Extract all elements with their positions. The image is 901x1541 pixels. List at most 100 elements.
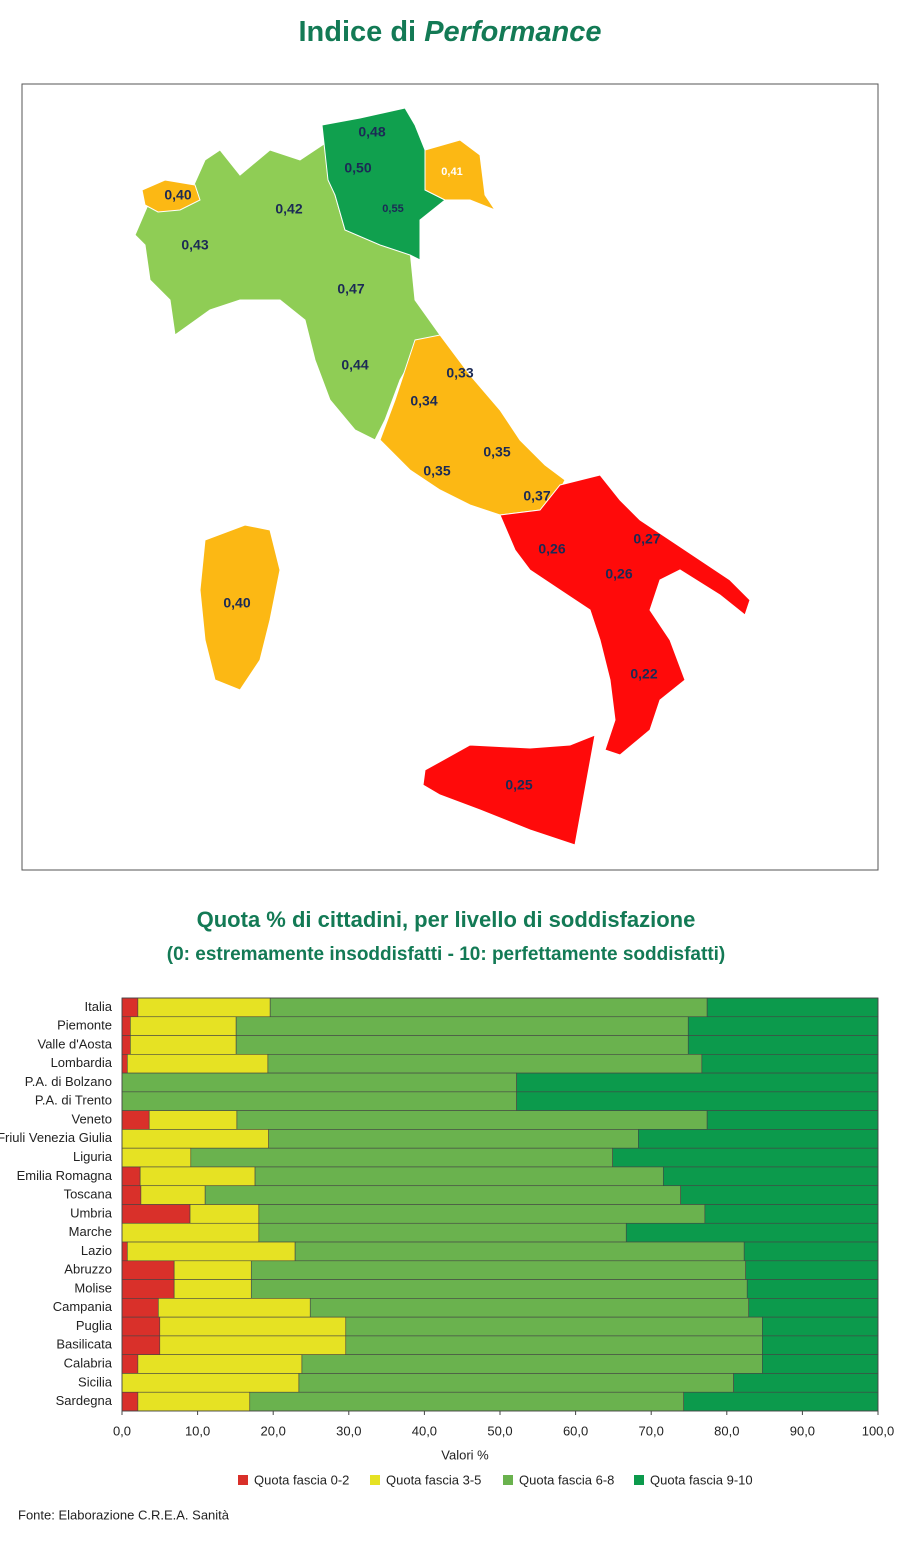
x-tick-label: 30,0 (336, 1423, 361, 1438)
bar-segment (121, 1091, 517, 1111)
bar-segment (235, 1035, 689, 1055)
bar-segment (625, 1222, 879, 1243)
x-tick-label: 60,0 (563, 1423, 588, 1438)
map-label: 0,25 (505, 777, 532, 793)
map-label: 0,26 (538, 541, 565, 557)
y-tick-label: Marche (69, 1224, 112, 1239)
map (134, 107, 751, 846)
map-label: 0,35 (483, 444, 510, 460)
bar-segment (762, 1354, 879, 1374)
bar-segment (268, 1129, 639, 1149)
map-label: 0,55 (382, 203, 403, 215)
x-tick-label: 0,0 (113, 1423, 131, 1438)
bar-segment (638, 1129, 879, 1149)
bar-segment (345, 1316, 763, 1337)
bar-segment (121, 1391, 139, 1412)
bar-segment (121, 1016, 131, 1036)
map-title-text: Indice di (298, 16, 416, 48)
bar-segment (121, 1298, 159, 1318)
bar-segment (516, 1072, 879, 1093)
map-label: 0,41 (441, 166, 462, 178)
source: Fonte: Elaborazione C.R.E.A. Sanità (18, 1507, 230, 1522)
bar-segment (250, 1279, 748, 1299)
bar-segment (267, 1054, 703, 1074)
bar-segment (706, 1110, 879, 1130)
map-label: 0,48 (358, 124, 385, 140)
x-tick-label: 40,0 (412, 1423, 437, 1438)
bar-segment (687, 1016, 879, 1036)
bar-segment (189, 1204, 260, 1224)
y-tick-label: Valle d'Aosta (37, 1036, 112, 1051)
y-tick-label: Calabria (64, 1356, 113, 1371)
bar-segment (258, 1204, 706, 1224)
map-label: 0,43 (181, 237, 208, 253)
bar-segment (121, 1316, 161, 1337)
bar-segment (612, 1147, 879, 1168)
legend-label: Quota fascia 3-5 (386, 1472, 481, 1487)
y-tick-label: Puglia (76, 1318, 113, 1333)
bar-segment (130, 1016, 237, 1036)
legend-swatch (503, 1475, 513, 1485)
bar-segment (121, 1204, 191, 1224)
y-tick-label: Liguria (73, 1149, 113, 1164)
map-title-italic: Performance (424, 16, 601, 48)
x-tick-label: 70,0 (639, 1423, 664, 1438)
bar-segment (662, 1166, 879, 1187)
region-sardinia (199, 524, 281, 691)
y-tick-label: Piemonte (57, 1018, 112, 1033)
bar-segment (687, 1035, 879, 1055)
y-tick-label: Basilicata (56, 1337, 112, 1352)
bar-segment (159, 1316, 347, 1337)
bar-segment (250, 1260, 747, 1280)
y-tick-label: P.A. di Trento (35, 1093, 112, 1108)
y-tick-label: Italia (85, 999, 113, 1014)
bar-segment (137, 1391, 251, 1412)
legend-swatch (634, 1475, 644, 1485)
x-axis-label: Valori % (441, 1447, 489, 1462)
x-tick-label: 80,0 (714, 1423, 739, 1438)
bar-segment (130, 1035, 237, 1055)
map-label: 0,35 (423, 463, 450, 479)
bar-segment (746, 1279, 879, 1299)
bar-segment (190, 1147, 613, 1168)
legend-swatch (370, 1475, 380, 1485)
bar-segment (298, 1373, 734, 1393)
bar-segment (733, 1373, 879, 1393)
legend-swatch (238, 1475, 248, 1485)
x-tick-label: 50,0 (487, 1423, 512, 1438)
bar-segment (309, 1298, 750, 1318)
bar-segment (140, 1185, 206, 1205)
bar-segment (121, 1241, 128, 1262)
bar-segment (683, 1391, 879, 1412)
y-tick-label: P.A. di Bolzano (25, 1074, 112, 1089)
y-tick-label: Emilia Romagna (17, 1168, 113, 1183)
x-tick-label: 90,0 (790, 1423, 815, 1438)
bar-segment (680, 1185, 879, 1205)
map-label: 0,44 (341, 357, 368, 373)
x-tick-label: 100,0 (862, 1423, 895, 1438)
legend-label: Quota fascia 9-10 (650, 1472, 753, 1487)
chart-subtitle: (0: estremamente insoddisfatti - 10: per… (167, 944, 726, 965)
bar-segment (121, 1373, 300, 1393)
bar-segment (121, 1129, 269, 1149)
bar-segment (121, 1185, 142, 1205)
bar-segment (121, 1072, 517, 1093)
bar-segment (121, 1147, 192, 1168)
bar-segment (126, 1054, 269, 1074)
map-label: 0,33 (446, 365, 473, 381)
y-tick-label: Abruzzo (64, 1262, 112, 1277)
bar-segment (121, 1110, 150, 1130)
bar-segment (269, 997, 708, 1018)
bar-segment (762, 1316, 879, 1337)
region-sicily (422, 734, 596, 846)
bar-segment (748, 1298, 879, 1318)
bar-segment (139, 1166, 256, 1187)
bar-segment (121, 1279, 175, 1299)
legend-label: Quota fascia 0-2 (254, 1472, 349, 1487)
bar-segment (516, 1091, 879, 1111)
y-tick-label: Sardegna (56, 1393, 113, 1408)
map-label: 0,34 (410, 393, 437, 409)
bar-segment (301, 1354, 763, 1374)
bar-segment (121, 1354, 139, 1374)
